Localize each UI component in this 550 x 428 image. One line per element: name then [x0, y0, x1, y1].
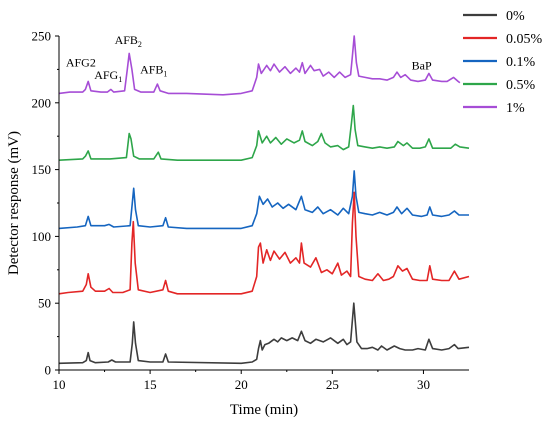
y-axis-label: Detector response (mV)	[6, 131, 22, 275]
x-tick-label: 30	[417, 377, 430, 392]
x-axis-label: Time (min)	[230, 402, 298, 418]
y-tick-label: 100	[32, 229, 52, 244]
series-line-0-1pct	[58, 170, 469, 230]
y-tick-label: 0	[45, 363, 52, 378]
series-line-0pct	[58, 302, 470, 365]
legend-label: 0%	[506, 9, 525, 24]
axes: 10 15 20 25 30 0 50 100 150 200 250	[32, 29, 469, 392]
peak-label: AFG2	[66, 56, 96, 70]
series-traces	[58, 35, 470, 365]
x-tick-label: 15	[144, 377, 157, 392]
peak-label: AFG1	[94, 68, 122, 84]
x-tick-label: 25	[326, 377, 339, 392]
legend-label: 1%	[506, 101, 525, 116]
y-tick-label: 50	[38, 296, 51, 311]
peak-label: AFB2	[115, 33, 142, 49]
peak-label: BaP	[412, 58, 432, 72]
legend-label: 0.1%	[506, 55, 536, 70]
series-line-0-5pct	[58, 104, 470, 161]
x-tick-label: 10	[53, 377, 66, 392]
series-line-0-05pct	[58, 191, 470, 295]
series-line-1pct	[58, 35, 461, 96]
legend: 0% 0.05% 0.1% 0.5% 1%	[463, 9, 543, 116]
legend-label: 0.5%	[506, 78, 536, 93]
peak-label: AFB1	[140, 62, 167, 78]
y-tick-label: 150	[32, 162, 52, 177]
y-tick-label: 250	[32, 29, 52, 44]
y-tick-label: 200	[32, 95, 52, 110]
x-tick-label: 20	[235, 377, 248, 392]
legend-label: 0.05%	[506, 32, 543, 47]
